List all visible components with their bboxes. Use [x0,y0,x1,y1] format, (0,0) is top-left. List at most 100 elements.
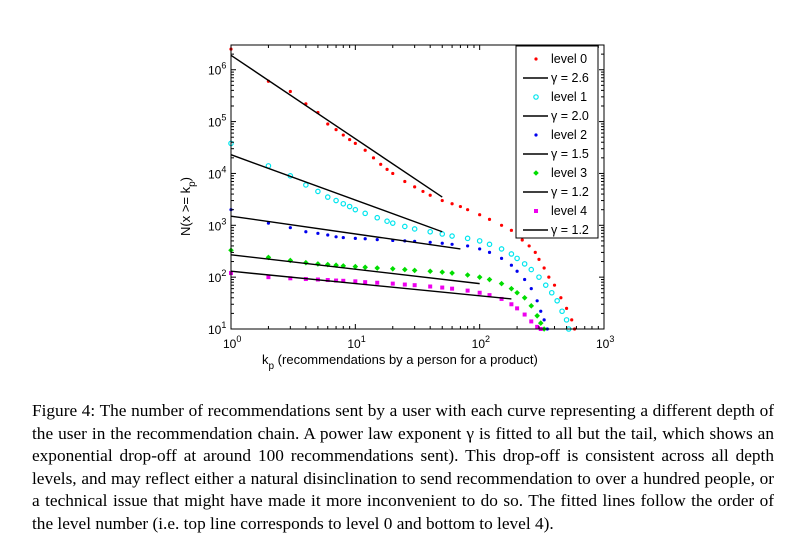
data-point [411,267,418,274]
data-point [537,320,544,326]
data-point [564,306,569,310]
legend-label: γ = 2.0 [551,109,589,123]
data-point [402,266,408,273]
data-point [411,226,418,232]
data-point [353,279,358,284]
y-tick-label: 104 [208,164,226,181]
data-point [509,263,514,267]
data-point [326,233,330,237]
data-point [439,269,446,275]
data-point [542,282,549,288]
data-point [340,263,347,269]
data-point [520,238,524,242]
data-point [341,278,346,283]
data-point [529,319,534,324]
data-point [478,213,482,217]
data-point [334,235,338,239]
data-point [570,318,574,322]
data-point [509,302,514,307]
y-tick-label: 103 [208,216,226,233]
y-tick-label: 101 [208,320,226,337]
x-tick-label: 102 [472,334,490,351]
fit-line [230,215,461,250]
legend-label: level 1 [551,90,587,104]
data-point [389,265,396,272]
data-point [476,274,483,280]
data-point [542,266,546,270]
data-point [385,167,389,171]
data-point [402,282,407,287]
data-point [371,156,376,160]
data-point [348,137,352,142]
legend-marker-swatch [534,57,538,61]
data-point [439,231,446,237]
data-point [514,255,520,262]
data-point [340,200,347,207]
data-point [458,204,463,209]
data-point [389,220,396,226]
data-point [487,250,492,255]
data-point [326,122,330,126]
data-point [499,256,504,260]
data-point [537,257,541,261]
data-point [334,128,338,132]
data-point [379,162,383,166]
data-point [334,278,339,283]
data-point [547,275,551,279]
fit-line [230,270,512,300]
data-point [288,226,292,230]
data-point [535,324,540,329]
data-point [514,289,520,296]
data-point [478,247,482,251]
data-point [363,148,367,152]
data-point [477,290,482,295]
legend-entry: γ = 1.5 [523,147,589,161]
data-point [449,270,455,276]
data-point [464,272,471,278]
y-axis-label: N(x >= kp) [178,177,198,236]
data-point [440,285,445,290]
data-point [412,283,417,288]
data-point [548,289,555,296]
data-point [554,297,560,304]
data-point [498,246,505,252]
data-point [390,281,395,286]
data-point [352,263,359,270]
data-point [499,223,504,227]
figure-caption: Figure 4: The number of recommendations … [32,400,774,535]
data-point [508,285,515,292]
caption-label: Figure 4: [32,401,96,420]
data-point [346,203,353,210]
legend-label: level 0 [551,52,587,66]
data-point [528,303,535,309]
data-point [450,202,454,206]
legend-marker-swatch [534,209,538,213]
series-1 [230,54,443,198]
data-point [315,261,321,267]
legend-marker-swatch [533,94,539,100]
data-point [515,306,520,311]
data-point [421,189,425,194]
data-point [464,235,471,242]
data-point [542,318,546,322]
data-point [499,296,504,301]
data-point [559,296,563,300]
data-point [528,266,535,273]
data-point [476,238,483,244]
series-5 [230,215,461,250]
legend-entry: level 1 [533,90,587,104]
data-point [325,278,330,283]
data-point [402,223,408,230]
data-point [522,312,527,317]
series-9 [230,270,512,300]
data-point [427,268,433,275]
y-tick-label: 105 [208,113,226,130]
data-point [440,241,444,245]
data-point [362,264,368,271]
data-point [508,251,515,257]
legend-label: level 3 [551,166,587,180]
fit-line [230,54,443,198]
data-point [427,228,433,235]
data-point [324,194,331,200]
data-point [374,265,381,271]
